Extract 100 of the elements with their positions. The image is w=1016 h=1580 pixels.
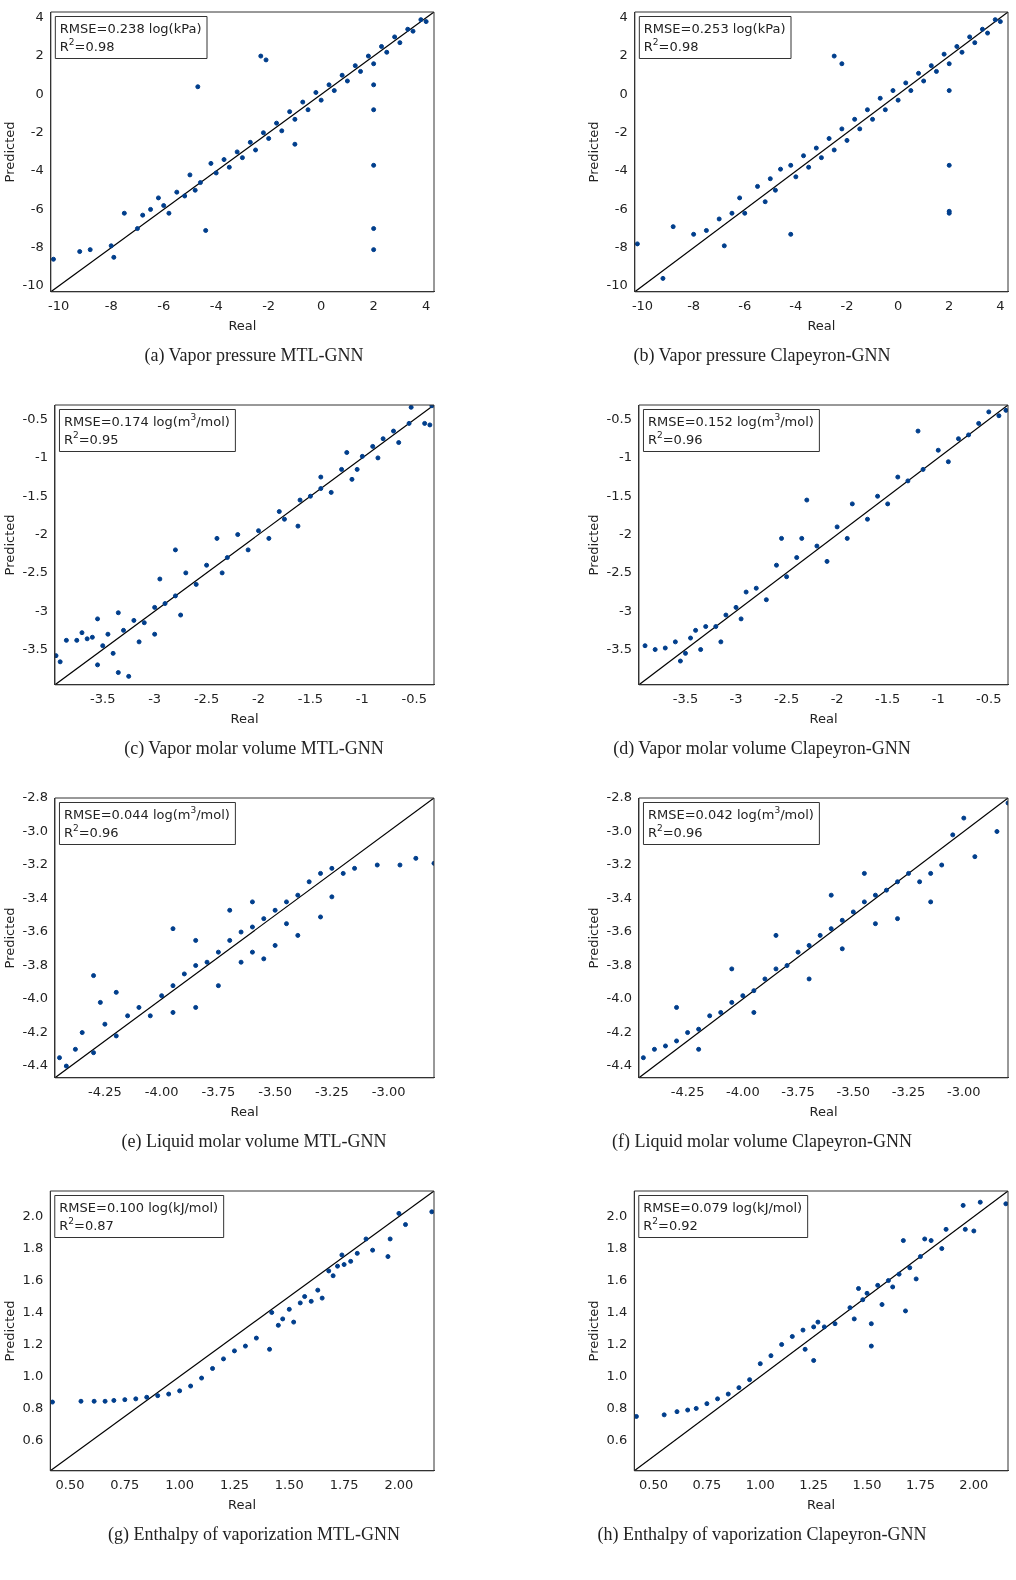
- x-tick-label: 0.50: [55, 1476, 85, 1492]
- x-tick-label: -3.25: [315, 1083, 349, 1099]
- y-tick-label: -10: [606, 277, 628, 293]
- y-tick-label: 4: [619, 9, 628, 25]
- x-tick-label: 1.25: [219, 1476, 249, 1492]
- y-tick-label: -3.2: [606, 856, 632, 872]
- y-tick-label: -4.0: [22, 990, 48, 1006]
- y-tick-label: -3.6: [22, 923, 48, 939]
- y-tick-label: -2: [614, 124, 628, 140]
- x-tick-label: -6: [738, 297, 752, 313]
- y-tick-label: -3.5: [22, 640, 48, 656]
- x-tick-label: -3: [148, 690, 162, 706]
- y-tick-label: -4.4: [22, 1057, 48, 1073]
- x-tick-label: -1.5: [297, 690, 324, 706]
- y-axis-title: Predicted: [586, 514, 602, 576]
- y-tick-label: -4.4: [606, 1057, 632, 1073]
- x-tick-label: -3.5: [90, 690, 116, 706]
- annotation: RMSE=0.253 log(kPa): [643, 21, 786, 36]
- x-tick-label: 0.75: [692, 1476, 722, 1492]
- y-tick-label: 1.2: [606, 1335, 628, 1351]
- x-tick-label: 2: [369, 297, 378, 313]
- x-tick-label: -1: [355, 690, 369, 706]
- y-tick-label: -3.4: [22, 889, 48, 905]
- x-tick-label: 0: [317, 297, 326, 313]
- y-tick-label: -8: [614, 239, 628, 255]
- y-tick-label: 1.6: [606, 1271, 628, 1287]
- x-tick-label: -4.00: [726, 1083, 760, 1099]
- x-tick-label: -3.00: [371, 1083, 406, 1099]
- y-tick-label: 0.8: [22, 1399, 44, 1415]
- x-tick-label: 1.50: [852, 1476, 882, 1492]
- y-tick-label: -4: [614, 162, 628, 178]
- x-axis-title: Real: [228, 1496, 257, 1512]
- y-tick-label: -3.6: [606, 923, 632, 939]
- x-tick-label: 0.75: [110, 1476, 140, 1492]
- y-tick-label: -3.2: [22, 856, 48, 872]
- x-tick-label: 0.50: [639, 1476, 668, 1492]
- y-axis-title: Predicted: [2, 907, 18, 969]
- x-tick-label: -1: [931, 690, 945, 706]
- x-tick-label: 1.25: [799, 1476, 829, 1492]
- y-tick-label: -1: [619, 449, 632, 465]
- y-tick-label: -2: [30, 124, 44, 140]
- y-tick-label: 2.0: [606, 1207, 628, 1223]
- y-tick-label: 1.8: [606, 1239, 628, 1255]
- y-tick-label: 2: [619, 47, 628, 63]
- y-tick-label: -4.0: [606, 990, 632, 1006]
- y-axis-title: Predicted: [2, 514, 18, 576]
- x-tick-label: 1.75: [905, 1476, 935, 1492]
- x-tick-label: -3.5: [672, 690, 699, 706]
- y-tick-label: 1.8: [22, 1239, 44, 1255]
- x-tick-label: 2.00: [384, 1476, 414, 1492]
- x-tick-label: 1.00: [165, 1476, 195, 1492]
- text: (c) Vapor molar volume MTL-GNN: [123, 738, 385, 759]
- y-axis-title: Predicted: [586, 1300, 602, 1362]
- y-tick-label: -3.8: [22, 956, 48, 972]
- y-tick-label: 0: [35, 85, 44, 101]
- x-tick-label: -0.5: [401, 690, 427, 706]
- y-tick-label: 1.0: [22, 1367, 44, 1383]
- x-tick-label: -2.5: [193, 690, 220, 706]
- x-tick-label: -2.5: [773, 690, 800, 706]
- x-axis-title: Real: [807, 1496, 836, 1512]
- x-axis-title: Real: [228, 317, 257, 333]
- text: (a) Vapor pressure MTL-GNN: [143, 345, 365, 366]
- y-tick-label: -4: [30, 162, 44, 178]
- y-tick-label: 1.6: [22, 1271, 44, 1287]
- x-tick-label: 4: [996, 297, 1005, 313]
- y-tick-label: -2.5: [606, 564, 632, 580]
- y-tick-label: -3.0: [606, 822, 632, 838]
- x-tick-label: -0.5: [976, 690, 1002, 706]
- x-tick-label: -3.75: [781, 1083, 815, 1099]
- y-tick-label: -3.4: [606, 889, 632, 905]
- y-tick-label: -2: [619, 525, 632, 541]
- x-tick-label: -3.50: [836, 1083, 871, 1099]
- y-tick-label: -2.8: [22, 789, 48, 805]
- text: (b) Vapor pressure Clapeyron-GNN: [632, 345, 892, 366]
- y-axis-title: Predicted: [2, 1300, 18, 1362]
- x-axis-title: Real: [807, 317, 836, 333]
- y-tick-label: -3.8: [606, 956, 632, 972]
- y-tick-label: -1.5: [22, 487, 48, 503]
- x-tick-label: -6: [157, 297, 171, 313]
- text: (d) Vapor molar volume Clapeyron-GNN: [612, 738, 912, 759]
- x-tick-label: 1.50: [274, 1476, 304, 1492]
- x-tick-label: -4: [789, 297, 803, 313]
- y-tick-label: -3.5: [606, 640, 632, 656]
- x-tick-label: -10: [631, 297, 654, 313]
- x-tick-label: -3.00: [946, 1083, 981, 1099]
- text: (g) Enthalpy of vaporization MTL-GNN: [107, 1524, 401, 1545]
- y-tick-label: -3: [619, 602, 632, 618]
- y-tick-label: -6: [614, 200, 628, 216]
- annotation: RMSE=0.238 log(kPa): [59, 21, 202, 36]
- y-tick-label: 0: [619, 85, 628, 101]
- y-tick-label: -8: [30, 239, 44, 255]
- x-tick-label: -2: [830, 690, 844, 706]
- y-tick-label: -2: [35, 525, 48, 541]
- text: (f) Liquid molar volume Clapeyron-GNN: [611, 1131, 913, 1152]
- text: (e) Liquid molar volume MTL-GNN: [120, 1131, 388, 1152]
- x-tick-label: 2: [945, 297, 954, 313]
- y-tick-label: 1.4: [22, 1303, 44, 1319]
- y-tick-label: 1.4: [606, 1303, 628, 1319]
- y-tick-label: -0.5: [606, 410, 632, 426]
- y-tick-label: -1.5: [606, 487, 632, 503]
